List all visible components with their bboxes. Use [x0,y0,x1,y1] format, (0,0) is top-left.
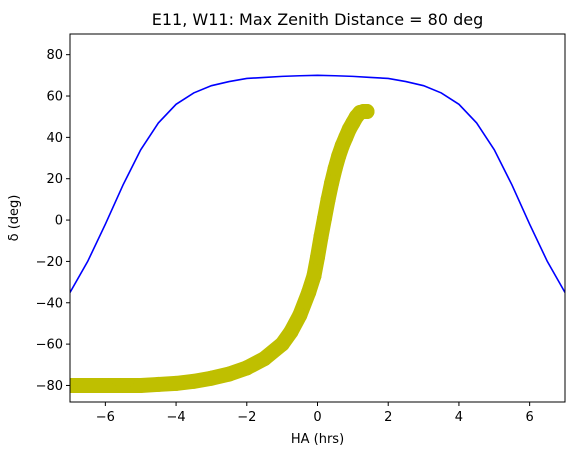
x-axis-label: HA (hrs) [291,432,344,447]
y-tick-label: 80 [46,48,63,63]
scatter-point [327,160,343,176]
x-tick-label: −4 [166,410,185,425]
y-tick-label: 60 [46,90,63,105]
scatter-point [256,351,272,367]
scatter-point [203,370,219,386]
y-tick-label: 0 [55,214,63,229]
x-axis-ticks: −6 −4 −2 0 2 4 6 [96,402,534,425]
scatter-point [150,376,166,392]
scatter-point [324,175,340,191]
scatter-point [313,229,329,245]
y-tick-label: −60 [36,338,63,353]
scatter-point [115,377,131,393]
scatter-point [310,249,325,265]
y-tick-label: −80 [36,379,63,394]
x-tick-label: 4 [455,410,463,425]
x-tick-label: 2 [384,410,392,425]
scatter-point [186,373,202,389]
scatter-point [274,336,290,352]
scatter-point [359,104,375,120]
y-tick-label: −20 [36,255,63,270]
scatter-point [168,375,184,391]
y-tick-label: 20 [46,172,63,187]
scatter-point [306,268,322,284]
x-tick-label: −2 [237,410,256,425]
x-tick-label: −6 [96,410,115,425]
y-tick-label: 40 [46,131,63,146]
y-axis-label: δ (deg) [7,195,22,242]
x-tick-label: 0 [313,410,321,425]
scatter-point [301,284,317,300]
scatter-point [80,377,96,393]
scatter-point [221,366,237,382]
x-tick-label: 6 [526,410,534,425]
y-tick-label: −40 [36,296,63,311]
scatter-point [97,377,113,393]
scatter-point [133,377,149,393]
scatter-point [292,307,308,323]
series-line-0 [70,74,565,293]
chart-title: E11, W11: Max Zenith Distance = 80 deg [152,10,484,29]
scatter-point [320,191,336,207]
y-axis-ticks: −80 −60 −40 −20 0 20 40 60 80 [36,48,70,394]
scatter-point [70,377,78,393]
scatter-point [239,360,255,376]
series-layer [70,74,565,393]
scatter-point [317,210,333,226]
scatter-point [283,324,299,340]
